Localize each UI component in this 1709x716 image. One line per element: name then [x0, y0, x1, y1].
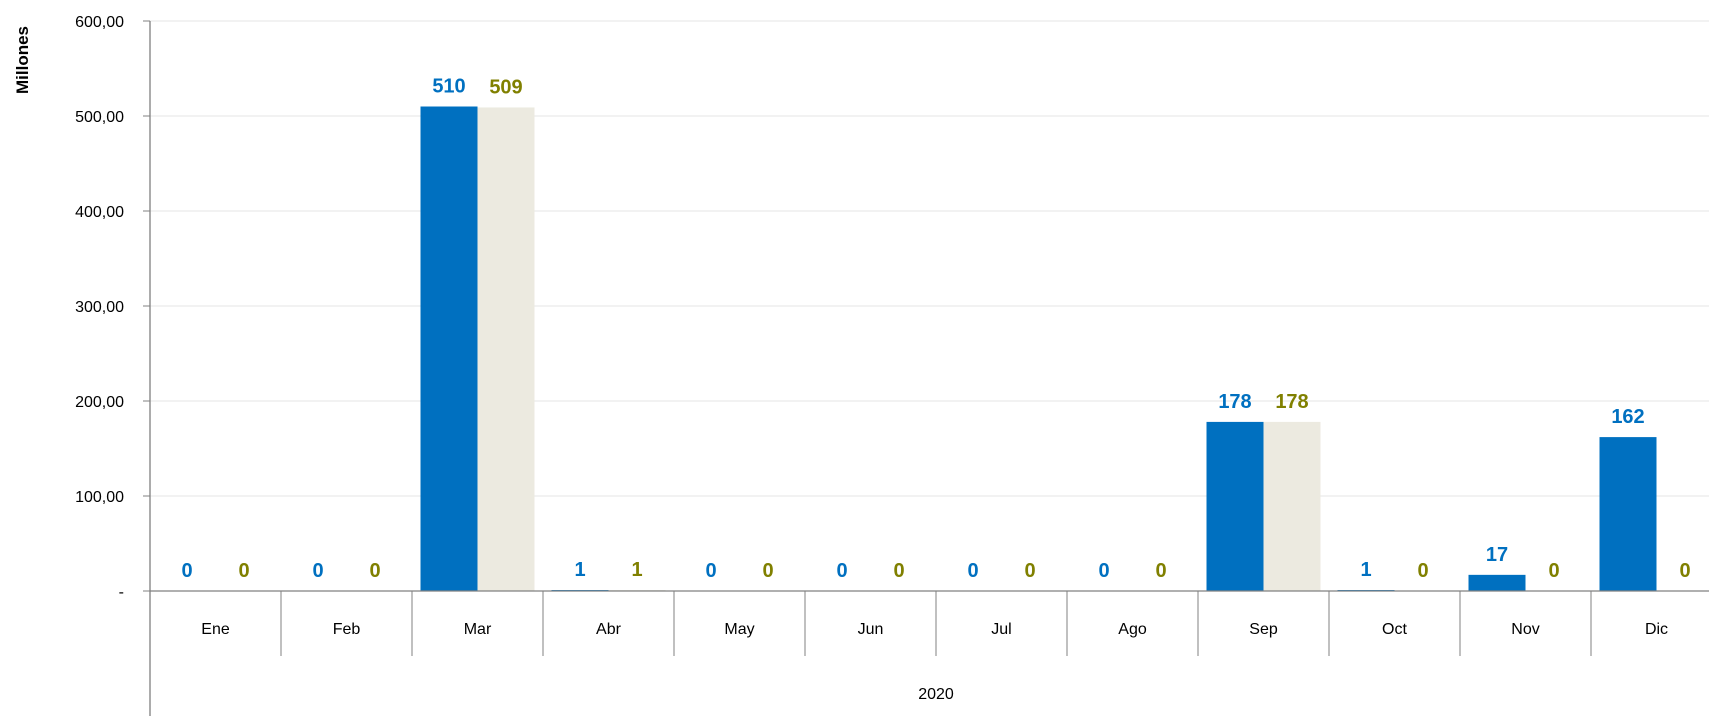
- data-label: 0: [967, 560, 978, 582]
- gridlines: [150, 20, 1709, 497]
- category-labels: Ene Feb Mar Abr May Jun Jul Ago Sep Oct Nov Dic: [201, 621, 1668, 638]
- bar-mar-s2: [477, 107, 535, 591]
- y-tick-label: -: [119, 584, 124, 601]
- y-tick-label: 600,00: [75, 14, 124, 31]
- y-tick-label: 200,00: [75, 394, 124, 411]
- data-label: 0: [1679, 560, 1690, 582]
- data-label: 0: [369, 560, 380, 582]
- bar-sep-s2: [1263, 421, 1321, 591]
- category-label-oct: Oct: [1382, 621, 1407, 638]
- category-label-jul: Jul: [991, 621, 1011, 638]
- y-tick-label: 400,00: [75, 204, 124, 221]
- y-tick-label: 500,00: [75, 109, 124, 126]
- data-label: 0: [1417, 560, 1428, 582]
- category-label-sep: Sep: [1249, 621, 1278, 638]
- category-label-ene: Ene: [201, 621, 230, 638]
- bar-sep-s1: [1206, 421, 1264, 591]
- data-label: 1: [631, 559, 642, 581]
- bar-mar-s1: [420, 106, 478, 591]
- category-label-jun: Jun: [858, 621, 884, 638]
- data-label: 0: [1024, 560, 1035, 582]
- category-label-may: May: [724, 621, 754, 638]
- category-label-ago: Ago: [1118, 621, 1147, 638]
- category-label-nov: Nov: [1511, 621, 1539, 638]
- category-label-mar: Mar: [464, 621, 492, 638]
- data-label: 0: [762, 560, 773, 582]
- data-label: 1: [574, 559, 585, 581]
- data-label: 17: [1486, 544, 1508, 566]
- bar-dic-s1: [1599, 437, 1657, 591]
- y-tick-labels: - 100,00 200,00 300,00 400,00 500,00 600,00: [75, 14, 124, 601]
- data-label: 0: [1155, 560, 1166, 582]
- data-label: 510: [432, 76, 465, 98]
- category-label-dic: Dic: [1645, 621, 1668, 638]
- data-label: 0: [238, 560, 249, 582]
- data-label: 0: [312, 560, 323, 582]
- data-label: 0: [1098, 560, 1109, 582]
- bars: [420, 106, 1657, 591]
- data-label: 0: [705, 560, 716, 582]
- data-labels: 0 0 0 0 510 509 1 1 0 0 0 0 0 0 0 0 178 178 1 0 17 0 162 0: [181, 76, 1690, 583]
- data-label: 0: [893, 560, 904, 582]
- category-label-abr: Abr: [596, 621, 622, 638]
- data-label: 509: [489, 76, 522, 98]
- y-tick-label: 300,00: [75, 299, 124, 316]
- data-label: 0: [836, 560, 847, 582]
- axes: [143, 20, 1709, 716]
- bar-nov-s1: [1468, 574, 1526, 591]
- data-label: 1: [1360, 559, 1371, 581]
- y-axis-title: Millones: [13, 26, 32, 94]
- group-label: 2020: [918, 686, 954, 703]
- data-label: 0: [181, 560, 192, 582]
- y-tick-label: 100,00: [75, 489, 124, 506]
- data-label: 0: [1548, 560, 1559, 582]
- data-label: 162: [1611, 406, 1644, 428]
- category-label-feb: Feb: [333, 621, 361, 638]
- data-label: 178: [1218, 391, 1251, 413]
- data-label: 178: [1275, 391, 1308, 413]
